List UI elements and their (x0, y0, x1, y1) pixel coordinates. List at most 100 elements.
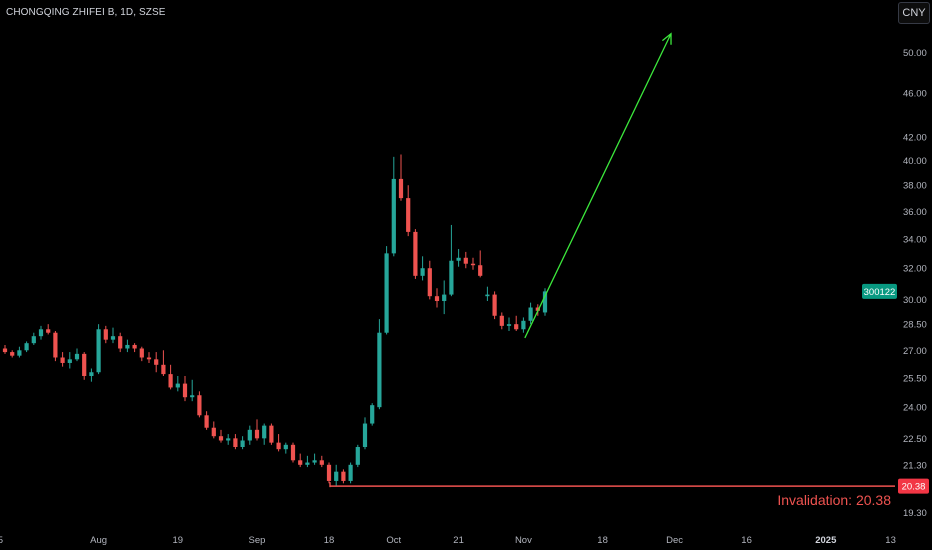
candle-body (38, 329, 44, 337)
candle-body (154, 359, 159, 365)
candle (175, 375, 180, 392)
candle-body (31, 336, 36, 344)
candle-body (406, 198, 411, 232)
candle (528, 302, 533, 325)
candle (348, 462, 353, 484)
candle (290, 442, 296, 463)
x-tick-label: 13 (885, 535, 896, 546)
candle-body (168, 374, 173, 388)
candle-body (197, 395, 202, 416)
candle (132, 343, 137, 353)
candle-body (125, 344, 130, 349)
candle-body (290, 444, 296, 461)
time-axis[interactable]: 15 Aug 19 Sep 18 Oct 21 Nov 18 Dec 16 2025 13 (0, 535, 896, 546)
candle-body (103, 329, 108, 340)
candle (370, 403, 375, 426)
candle (197, 391, 202, 418)
candle-body (24, 343, 29, 351)
candle-body (413, 231, 418, 276)
candle (118, 332, 123, 353)
invalidation-level: Invalidation: 20.38 (329, 482, 895, 508)
candle (521, 317, 526, 333)
candle-body (211, 427, 216, 437)
candle-body (240, 440, 245, 448)
candle-body (298, 460, 303, 465)
candle (218, 429, 224, 443)
y-tick-label: 42.00 (903, 132, 927, 143)
candlestick-series (2, 154, 548, 486)
y-tick-label: 46.00 (903, 88, 927, 99)
candle-body (96, 329, 101, 373)
x-tick-label: 2025 (815, 535, 837, 546)
candle (319, 455, 324, 468)
candle (10, 350, 15, 358)
candle (492, 291, 497, 320)
x-tick-label: Nov (515, 535, 532, 546)
candle (146, 352, 152, 363)
candle-body (521, 320, 526, 330)
candle (456, 248, 461, 267)
candle-body (506, 324, 512, 326)
candle-body (74, 353, 80, 360)
candle-body (276, 442, 281, 450)
candle (398, 154, 404, 201)
y-tick-label: 25.50 (903, 373, 927, 384)
candle (31, 332, 36, 345)
x-tick-label: Sep (249, 535, 266, 546)
candle (377, 319, 382, 410)
candle-body (262, 425, 267, 439)
price-axis[interactable]: 50.00 46.00 42.00 40.00 38.00 36.00 34.00 32.00… (903, 48, 927, 519)
candle-body (362, 423, 368, 448)
candle (204, 411, 209, 430)
candle-body (377, 332, 382, 408)
candle-body (485, 294, 490, 297)
candle-body (226, 438, 231, 441)
candle (154, 352, 159, 373)
x-tick-label: 18 (597, 535, 608, 546)
candle (463, 251, 468, 269)
candle (276, 434, 281, 452)
candle-body (391, 178, 396, 254)
chart-title: CHONGQING ZHIFEI B, 1D, SZSE (6, 7, 166, 18)
candle-body (528, 307, 533, 321)
candle (427, 260, 432, 300)
candle (60, 352, 65, 367)
candle-body (456, 257, 461, 261)
candle (449, 224, 454, 297)
candle (233, 434, 238, 450)
candle (334, 464, 339, 486)
candle-body (17, 350, 22, 356)
candle (226, 434, 231, 445)
candle-body (535, 307, 540, 311)
price-badges: 300122 20.38 (862, 283, 929, 494)
candle (53, 330, 58, 362)
y-tick-label: 19.30 (903, 508, 927, 519)
candle-body (139, 348, 144, 358)
candle-body (204, 415, 209, 428)
candle (413, 229, 418, 279)
candle-body (420, 268, 425, 276)
candle (46, 324, 51, 335)
candle-body (434, 296, 440, 302)
candle-body (218, 436, 224, 441)
candle (434, 288, 440, 308)
candle-body (190, 395, 195, 398)
candle (478, 250, 483, 278)
last-price-badge-text: 300122 (864, 287, 896, 298)
candle-body (53, 332, 58, 358)
candle (355, 444, 360, 468)
candle (103, 325, 108, 344)
currency-button[interactable]: CNY (898, 2, 930, 24)
candle-body (60, 357, 65, 363)
candle (240, 436, 245, 450)
candle (247, 425, 252, 445)
candle (384, 246, 389, 335)
y-tick-label: 34.00 (903, 234, 927, 245)
candle (74, 348, 80, 362)
candle-body (384, 253, 389, 333)
candle (283, 442, 288, 454)
last-price-badge (862, 283, 897, 299)
candle (485, 286, 490, 302)
candle (125, 339, 130, 353)
